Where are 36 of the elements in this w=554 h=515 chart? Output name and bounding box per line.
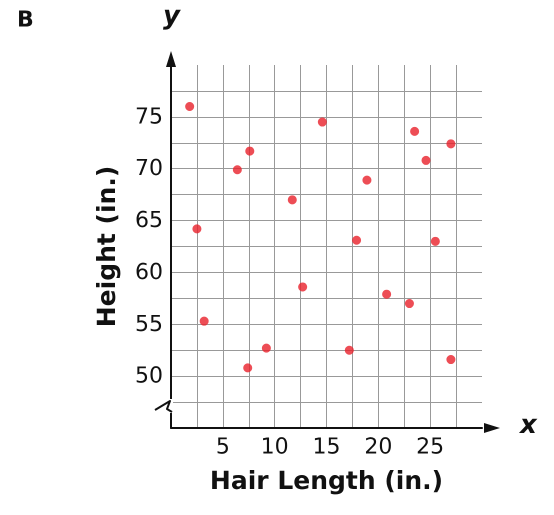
point <box>382 290 392 299</box>
x-axis-title: Hair Length (in.) <box>210 466 444 495</box>
point <box>446 139 456 148</box>
text: x <box>518 410 538 440</box>
y-axis-title: Height (in.) <box>92 166 121 328</box>
point <box>298 282 308 292</box>
text: y <box>163 1 181 31</box>
chart-title: B <box>17 8 34 32</box>
point <box>262 344 271 353</box>
point <box>243 363 252 372</box>
x-tick-label: 25 <box>416 434 444 460</box>
x-tick-label: 10 <box>260 434 289 460</box>
point <box>446 355 456 364</box>
x-tick-label: 5 <box>216 434 230 460</box>
y-tick-label: 70 <box>135 156 163 182</box>
y-tick-label: 50 <box>135 364 163 389</box>
point <box>200 316 209 326</box>
point <box>288 195 297 204</box>
point <box>232 165 242 174</box>
y-tick-label: 60 <box>135 260 163 285</box>
point <box>185 102 194 111</box>
y-tick-label: 65 <box>135 208 163 234</box>
point <box>344 346 354 355</box>
point <box>422 156 431 165</box>
point <box>192 224 202 234</box>
point <box>410 126 420 136</box>
point <box>430 236 440 246</box>
point <box>318 118 327 127</box>
x-tick-label: 15 <box>312 434 340 460</box>
point <box>362 176 372 185</box>
y-tick-label: 75 <box>135 104 163 130</box>
point <box>352 236 362 245</box>
x-tick-label: 20 <box>364 434 392 460</box>
point <box>404 299 414 308</box>
y-tick-label: 55 <box>135 312 163 337</box>
point <box>245 146 254 156</box>
